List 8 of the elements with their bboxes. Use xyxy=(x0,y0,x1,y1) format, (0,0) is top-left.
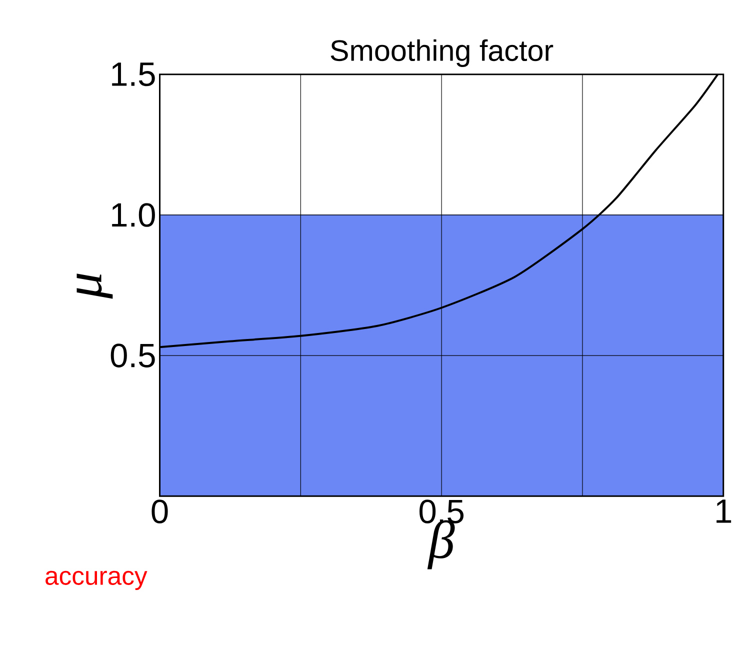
y-tick-label: 0.5 xyxy=(110,344,155,368)
y-tick-label: 1.5 xyxy=(112,62,155,86)
y-tick-label: 1.0 xyxy=(112,203,155,227)
x-tick-label: 1 xyxy=(716,500,732,523)
chart-title: Smoothing factor xyxy=(330,39,554,67)
x-tick-label: 0 xyxy=(152,500,168,524)
text: accuracy xyxy=(46,570,148,590)
y-axis-title: μ xyxy=(76,274,113,299)
